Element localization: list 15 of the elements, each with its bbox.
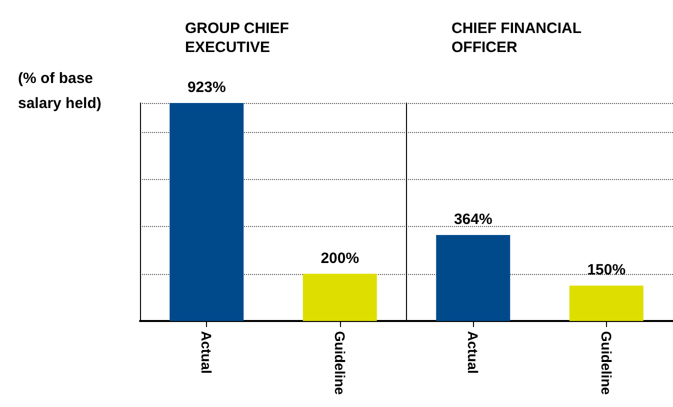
bar [436, 235, 510, 321]
data-label: 923% [187, 79, 226, 96]
x-tick-label: Guideline [598, 331, 614, 395]
data-label: 150% [587, 262, 626, 279]
text: CHIEF FINANCIAL OFFICER [452, 20, 586, 56]
x-tick-label: Actual [465, 331, 482, 374]
text: GROUP CHIEF EXECUTIVE [185, 20, 294, 56]
x-tick-label: Actual [198, 331, 215, 374]
data-label: 364% [454, 211, 492, 228]
bar [302, 274, 377, 321]
bar [170, 103, 244, 321]
x-tick-label: Guideline [332, 331, 348, 395]
bar [569, 286, 644, 321]
data-label: 200% [320, 250, 360, 267]
y-axis-title: (% of base salary held) [18, 70, 102, 112]
